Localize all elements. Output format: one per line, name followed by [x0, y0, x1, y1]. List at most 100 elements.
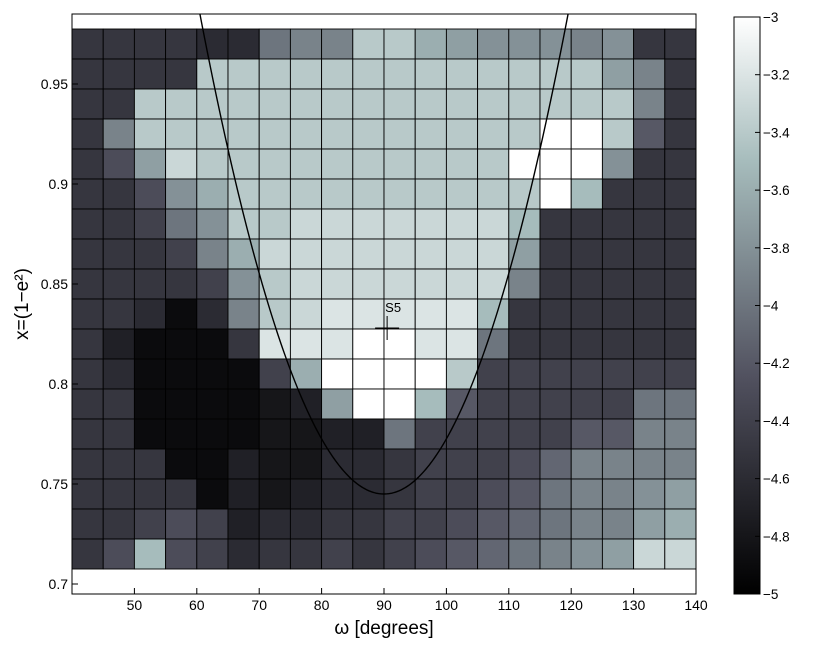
- heatmap-cell: [196, 238, 229, 270]
- heatmap-cell: [102, 268, 135, 300]
- heatmap-cell: [414, 358, 447, 390]
- heatmap-cell: [352, 298, 385, 330]
- heatmap-cell: [570, 58, 603, 90]
- heatmap-cell: [196, 328, 229, 360]
- heatmap-cell: [258, 508, 291, 540]
- heatmap-cell: [664, 238, 696, 270]
- heatmap-cell: [601, 118, 635, 150]
- heatmap-cell: [633, 208, 666, 240]
- heatmap-cell: [570, 328, 603, 360]
- heatmap-cell: [133, 148, 167, 180]
- heatmap-cell: [414, 178, 447, 210]
- heatmap-cell: [633, 538, 666, 570]
- heatmap-cell: [383, 178, 416, 210]
- heatmap-cell: [72, 538, 104, 570]
- heatmap-cell: [570, 538, 603, 570]
- x-tick-label: 120: [560, 597, 584, 613]
- heatmap-cell: [196, 118, 229, 150]
- heatmap-cell: [196, 88, 229, 120]
- heatmap-cell: [477, 508, 510, 540]
- heatmap-cell: [72, 238, 104, 270]
- heatmap-cell: [664, 208, 696, 240]
- heatmap-cell: [445, 358, 479, 390]
- heatmap-cell: [601, 358, 635, 390]
- heatmap-cell: [72, 208, 104, 240]
- heatmap-cell: [227, 268, 260, 300]
- heatmap-cell: [508, 448, 541, 480]
- heatmap-cell: [196, 508, 229, 540]
- heatmap-cell: [258, 328, 291, 360]
- heatmap-cell: [570, 418, 603, 450]
- heatmap-cell: [72, 388, 104, 420]
- heatmap-cell: [445, 508, 479, 540]
- heatmap-cell: [477, 328, 510, 360]
- heatmap-cell: [289, 178, 323, 210]
- heatmap-cell: [539, 478, 572, 510]
- heatmap-cell: [321, 178, 354, 210]
- heatmap-cell: [508, 298, 541, 330]
- colorbar-tick-label: −4.8: [763, 529, 790, 544]
- heatmap-cell: [102, 298, 135, 330]
- x-tick-label: 90: [376, 597, 392, 613]
- heatmap-cell: [539, 28, 572, 60]
- heatmap-cell: [508, 478, 541, 510]
- heatmap-cell: [633, 508, 666, 540]
- heatmap-cell: [664, 358, 696, 390]
- heatmap-cell: [414, 538, 447, 570]
- heatmap-cell: [227, 538, 260, 570]
- colorbar-tick-label: −3.6: [763, 183, 790, 198]
- heatmap-cell: [352, 328, 385, 360]
- x-axis-label: ω [degrees]: [334, 618, 433, 639]
- heatmap-cell: [321, 508, 354, 540]
- heatmap-cell: [227, 118, 260, 150]
- heatmap-cell: [477, 58, 510, 90]
- heatmap-cell: [414, 418, 447, 450]
- heatmap-cell: [258, 28, 291, 60]
- heatmap-cell: [165, 388, 198, 420]
- x-tick-label: 100: [435, 597, 459, 613]
- heatmap-cell: [102, 478, 135, 510]
- heatmap-cell: [133, 28, 167, 60]
- heatmap-cell: [508, 388, 541, 420]
- s5-marker: [375, 316, 400, 340]
- heatmap-cell: [445, 298, 479, 330]
- colorbar-tick-label: −4: [763, 299, 779, 314]
- heatmap-cell: [601, 328, 635, 360]
- heatmap-cell: [321, 238, 354, 270]
- heatmap-cell: [383, 238, 416, 270]
- heatmap-cell: [414, 328, 447, 360]
- heatmap-cell: [133, 478, 167, 510]
- heatmap-cell: [227, 448, 260, 480]
- heatmap-cell: [445, 58, 479, 90]
- heatmap-cell: [414, 208, 447, 240]
- heatmap-cell: [477, 448, 510, 480]
- heatmap-cell: [352, 208, 385, 240]
- heatmap-cell: [258, 208, 291, 240]
- heatmap-cell: [72, 118, 104, 150]
- heatmap-cell: [289, 88, 323, 120]
- heatmap-cell: [383, 388, 416, 420]
- x-tick-label: 50: [127, 597, 143, 613]
- heatmap-cell: [102, 178, 135, 210]
- boundary-curve-layer: [199, 14, 569, 495]
- heatmap-cell: [664, 478, 696, 510]
- heatmap-cell: [664, 28, 696, 60]
- heatmap-cell: [165, 28, 198, 60]
- heatmap-cell: [258, 478, 291, 510]
- heatmap-cell: [445, 88, 479, 120]
- heatmap-cell: [539, 508, 572, 540]
- heatmap-cell: [664, 148, 696, 180]
- x-tick-label: 130: [622, 597, 646, 613]
- heatmap-cell: [664, 88, 696, 120]
- heatmap-cell: [445, 388, 479, 420]
- heatmap-cell: [601, 148, 635, 180]
- heatmap-cell: [383, 88, 416, 120]
- heatmap-cell: [165, 88, 198, 120]
- heatmap-cell: [102, 508, 135, 540]
- heatmap-cell: [258, 268, 291, 300]
- heatmap-cell: [539, 208, 572, 240]
- heatmap-cell: [258, 118, 291, 150]
- heatmap-cell: [258, 448, 291, 480]
- heatmap-cell: [477, 478, 510, 510]
- heatmap-cell: [477, 358, 510, 390]
